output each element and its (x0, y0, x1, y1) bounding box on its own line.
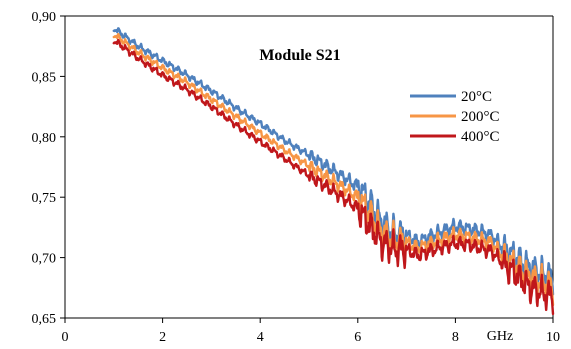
x-axis-label: GHz (487, 329, 513, 344)
chart-legend: 20°C 200°C 400°C (410, 89, 500, 145)
x-tick-label: 10 (546, 330, 560, 345)
legend-label-1: 200°C (461, 109, 500, 125)
x-tick-label: 6 (354, 330, 361, 345)
y-tick-label: 0,90 (32, 10, 57, 25)
y-tick-label: 0,85 (32, 70, 57, 85)
series-layer (112, 27, 555, 316)
y-tick-label: 0,70 (32, 252, 57, 267)
y-tick-label: 0,75 (32, 191, 57, 206)
series-line-2 (112, 38, 555, 316)
x-tick-label: 4 (257, 330, 264, 345)
legend-label-2: 400°C (461, 129, 500, 145)
legend-label-0: 20°C (461, 89, 492, 105)
x-tick-label: 0 (62, 330, 69, 345)
series-line-1 (112, 32, 555, 307)
series-line-0 (112, 27, 555, 296)
y-tick-label: 0,65 (32, 312, 57, 327)
chart-title: Module S21 (259, 47, 340, 64)
labels-layer: Module S21 GHz 0,65 0,70 0,75 0,80 0,85 0,90 0… (32, 10, 561, 345)
tick-marks (60, 15, 554, 323)
chart-axes (64, 15, 554, 319)
x-tick-label: 2 (159, 330, 166, 345)
y-tick-label: 0,80 (32, 131, 57, 146)
x-tick-label: 8 (452, 330, 459, 345)
